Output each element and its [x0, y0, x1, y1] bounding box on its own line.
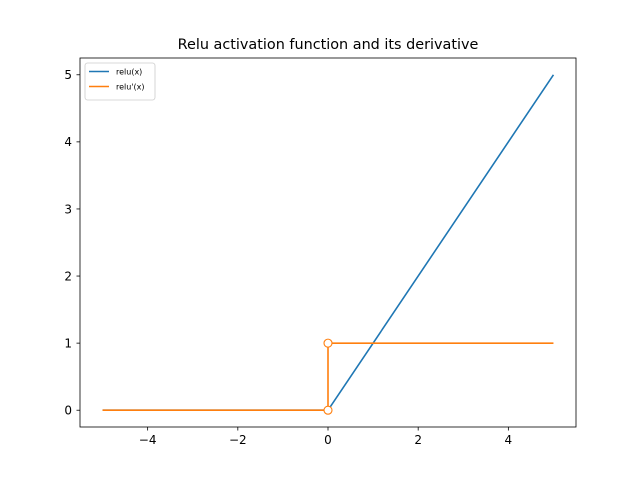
- y-tick-label: 1: [64, 336, 72, 350]
- legend: relu(x) relu'(x): [84, 62, 156, 101]
- x-tick-label: 2: [414, 433, 422, 447]
- x-axis: −4 −2 0 2 4: [139, 427, 512, 447]
- y-tick-label: 4: [64, 135, 72, 149]
- y-tick-label: 5: [64, 68, 72, 82]
- y-tick-label: 0: [64, 404, 72, 418]
- x-tick-label: −2: [229, 433, 247, 447]
- legend-label-1: relu'(x): [116, 83, 145, 92]
- open-marker-0: [323, 405, 333, 415]
- open-marker-1: [323, 338, 333, 348]
- x-tick-label: 4: [505, 433, 513, 447]
- x-tick-label: −4: [139, 433, 157, 447]
- marker-layer: [323, 338, 333, 415]
- series-line-1: [102, 342, 554, 412]
- x-tick-label: 0: [324, 433, 332, 447]
- chart-title: Relu activation function and its derivat…: [178, 37, 479, 53]
- y-tick-label: 2: [64, 269, 72, 283]
- y-axis: 0 1 2 3 4 5: [64, 68, 80, 418]
- y-tick-label: 3: [64, 202, 72, 216]
- legend-label-0: relu(x): [116, 68, 142, 77]
